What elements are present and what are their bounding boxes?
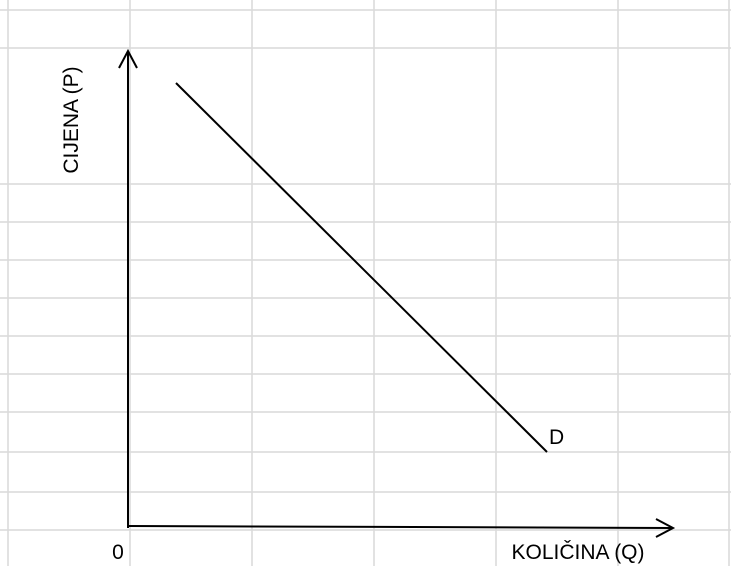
x-arrow (655, 518, 676, 538)
x-axis (127, 525, 673, 529)
y-arrow (118, 48, 138, 69)
curve-label: D (549, 426, 564, 449)
demand-curve (175, 82, 548, 453)
origin-label: 0 (112, 541, 124, 564)
axes (118, 48, 676, 538)
y-axis-label: CIJENA (P) (60, 66, 83, 173)
x-axis-label: KOLIČINA (Q) (511, 541, 644, 564)
